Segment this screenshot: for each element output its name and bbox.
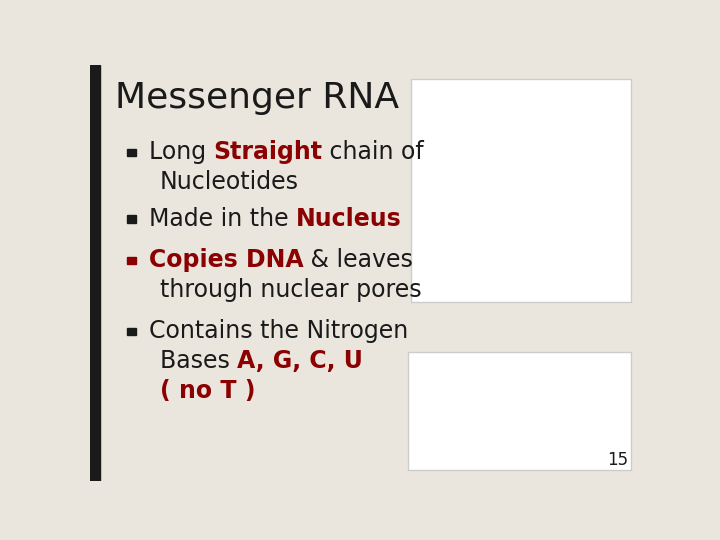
Text: Copies DNA: Copies DNA — [148, 248, 303, 272]
Bar — [127, 328, 136, 335]
Text: through nuclear pores: through nuclear pores — [160, 278, 421, 302]
Text: Nucleotides: Nucleotides — [160, 170, 299, 194]
Text: Messenger RNA: Messenger RNA — [115, 81, 400, 115]
Text: A, G, C, U: A, G, C, U — [237, 349, 363, 373]
Bar — [127, 257, 136, 264]
Text: Contains the Nitrogen: Contains the Nitrogen — [148, 319, 408, 343]
Text: 15: 15 — [608, 451, 629, 469]
Text: Bases: Bases — [160, 349, 237, 373]
Bar — [408, 352, 631, 470]
Text: Long: Long — [148, 140, 213, 164]
Text: & leaves: & leaves — [303, 248, 413, 272]
Text: Straight: Straight — [213, 140, 323, 164]
Bar — [90, 65, 100, 481]
Bar — [127, 149, 136, 156]
Bar — [411, 79, 631, 302]
Bar — [127, 215, 136, 222]
Text: ( no T ): ( no T ) — [160, 379, 256, 403]
Text: chain of: chain of — [323, 140, 424, 164]
Text: Nucleus: Nucleus — [296, 207, 402, 231]
Text: Made in the: Made in the — [148, 207, 296, 231]
